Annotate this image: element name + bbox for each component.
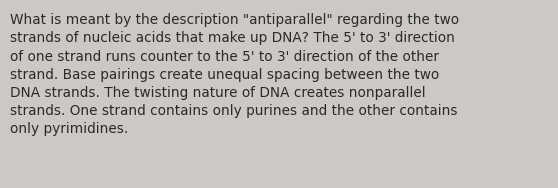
Text: What is meant by the description "antiparallel" regarding the two
strands of nuc: What is meant by the description "antipa… — [10, 13, 459, 136]
